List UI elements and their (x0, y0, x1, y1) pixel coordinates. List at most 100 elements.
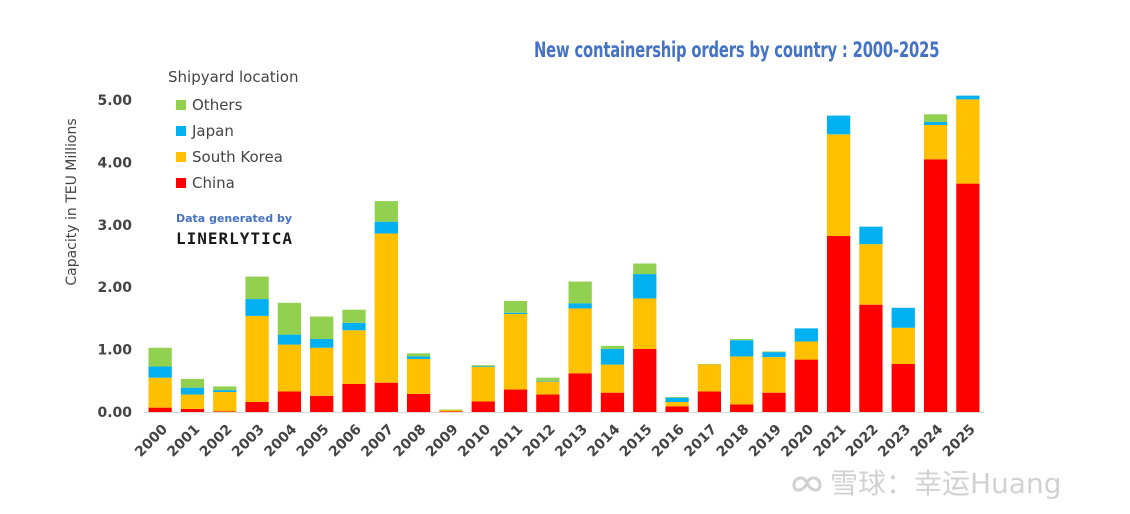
bar-japan-2002 (213, 390, 237, 393)
bar-japan-2005 (310, 338, 334, 348)
watermark-text: 雪球：幸运Huang (830, 467, 1062, 500)
chart-title: New containership orders by country : 20… (534, 38, 940, 62)
bar-south-korea-2016 (665, 402, 689, 407)
bar-japan-2023 (891, 307, 915, 328)
bar-others-2001 (180, 378, 205, 388)
bar-china-2013 (568, 373, 592, 412)
bar-stacks (148, 95, 980, 412)
bar-china-2008 (406, 393, 431, 412)
bar-others-2008 (406, 353, 431, 357)
bar-china-2002 (213, 411, 237, 412)
bar-south-korea-2018 (730, 356, 754, 405)
bar-south-korea-2005 (310, 347, 334, 396)
x-tick-label: 2018 (714, 422, 753, 461)
bar-china-2011 (503, 389, 528, 412)
x-tick-label: 2004 (261, 421, 300, 460)
bar-japan-2007 (374, 221, 398, 234)
y-tick-label: 4.00 (97, 155, 132, 171)
bar-japan-2025 (956, 95, 980, 100)
x-tick-label: 2008 (391, 422, 430, 461)
watermark: 雪球：幸运Huang (790, 462, 1061, 502)
bar-china-2005 (310, 395, 334, 412)
bar-china-2023 (891, 363, 915, 412)
bar-others-2002 (213, 386, 237, 391)
bar-china-2003 (245, 402, 269, 412)
x-tick-label: 2020 (778, 421, 817, 460)
x-tick-label: 2014 (584, 421, 623, 460)
legend-swatch-japan (176, 126, 186, 136)
legend-item-others: Others (168, 92, 299, 118)
legend-swatch-south-korea (176, 152, 186, 162)
bar-others-2024 (923, 114, 948, 122)
bar-south-korea-2000 (148, 377, 172, 408)
x-tick-label: 2013 (552, 422, 591, 461)
x-tick-label: 2022 (843, 422, 882, 461)
bar-china-2007 (374, 382, 398, 412)
bar-south-korea-2025 (956, 99, 980, 184)
bar-china-2001 (180, 408, 205, 412)
bar-japan-2021 (826, 115, 851, 135)
legend-label-others: Others (192, 96, 243, 114)
bar-south-korea-2013 (568, 308, 592, 374)
x-tick-label: 2011 (487, 422, 526, 461)
bar-china-2024 (923, 159, 948, 412)
bar-japan-2020 (794, 328, 818, 342)
bar-south-korea-2012 (536, 381, 560, 395)
bar-china-2014 (600, 392, 625, 412)
legend-swatch-others (176, 100, 186, 110)
x-tick-label: 2015 (617, 422, 656, 461)
legend-label-south-korea: South Korea (192, 148, 283, 166)
bar-japan-2000 (148, 366, 172, 378)
legend-item-south-korea: South Korea (168, 144, 299, 170)
bar-japan-2014 (600, 348, 625, 365)
bar-japan-2004 (277, 334, 302, 345)
bar-china-2020 (794, 359, 818, 412)
bar-others-2009 (439, 409, 463, 411)
bar-others-2003 (245, 276, 269, 300)
x-tick-label: 2005 (294, 422, 333, 461)
bar-japan-2003 (245, 299, 269, 316)
bar-china-2010 (471, 401, 495, 412)
x-tick-label: 2012 (520, 422, 559, 461)
bar-others-2019 (762, 351, 786, 353)
bar-others-2006 (342, 309, 366, 323)
bar-south-korea-2021 (826, 134, 851, 237)
bar-china-2016 (665, 406, 689, 412)
bar-china-2006 (342, 383, 366, 412)
y-axis-ticks: 0.00 1.00 2.00 3.00 4.00 5.00 (97, 93, 132, 421)
bar-south-korea-2004 (277, 344, 302, 392)
bar-japan-2010 (471, 366, 495, 368)
bar-others-2011 (503, 300, 528, 313)
bar-south-korea-2010 (471, 367, 495, 402)
x-tick-label: 2002 (197, 422, 236, 461)
snowball-logo-icon (792, 476, 822, 492)
legend-label-japan: Japan (192, 122, 234, 140)
bar-south-korea-2019 (762, 357, 786, 393)
x-tick-label: 2006 (326, 422, 365, 461)
bar-japan-2006 (342, 322, 366, 331)
x-tick-label: 2024 (907, 421, 946, 460)
bar-japan-2012 (536, 380, 560, 382)
legend: Shipyard location Others Japan South Kor… (168, 68, 299, 196)
bar-china-2017 (697, 391, 722, 412)
bar-south-korea-2023 (891, 327, 915, 364)
x-tick-label: 2017 (681, 422, 720, 461)
bar-china-2019 (762, 392, 786, 412)
bar-others-2007 (374, 201, 398, 222)
data-generated-by: Data generated by (176, 212, 293, 225)
bar-japan-2001 (180, 387, 205, 395)
bar-japan-2024 (923, 121, 948, 125)
bar-south-korea-2020 (794, 341, 818, 360)
x-tick-label: 2016 (649, 422, 688, 461)
legend-item-china: China (168, 170, 299, 196)
bar-others-2013 (568, 281, 592, 304)
x-tick-label: 2001 (164, 422, 203, 461)
x-axis-ticks: 2000200120022003200420052006200720082009… (132, 421, 979, 460)
x-tick-label: 2021 (811, 422, 850, 461)
bar-south-korea-2002 (213, 392, 237, 412)
bar-south-korea-2009 (439, 410, 463, 412)
bar-others-2000 (148, 347, 172, 367)
bar-china-2015 (633, 348, 657, 412)
bar-japan-2011 (503, 312, 528, 315)
